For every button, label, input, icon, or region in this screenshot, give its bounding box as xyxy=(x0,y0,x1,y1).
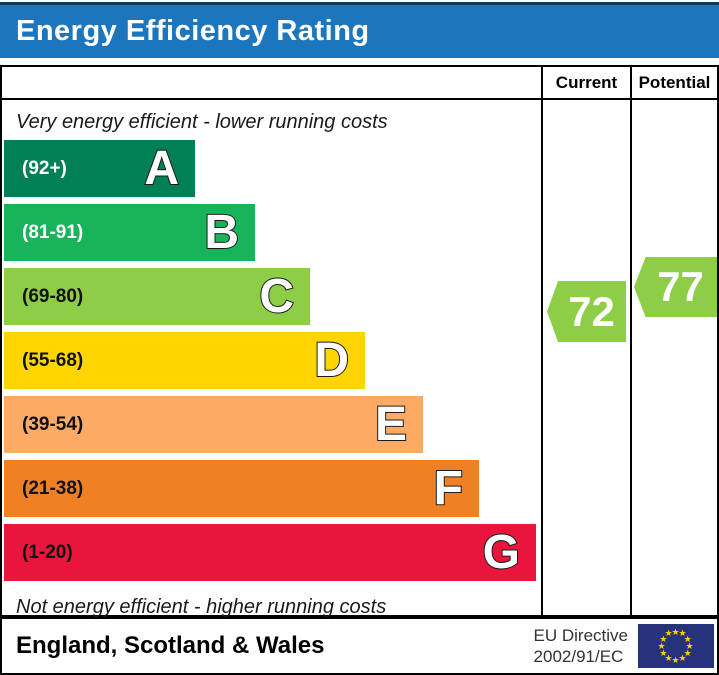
band-row-d: (55-68) D xyxy=(4,332,541,389)
band-row-e: (39-54) E xyxy=(4,396,541,453)
current-column: 72 xyxy=(541,100,630,615)
band-letter: D xyxy=(313,333,350,387)
eu-flag-star: ★ xyxy=(685,640,694,651)
potential-column: 77 xyxy=(630,100,717,615)
band-letter: F xyxy=(433,461,464,515)
bottom-note: Not energy efficient - higher running co… xyxy=(16,596,387,618)
band-range-label: (21-38) xyxy=(22,477,84,499)
eu-flag-star: ★ xyxy=(678,628,687,639)
band-letter: E xyxy=(374,397,408,451)
current-rating-arrow: 72 xyxy=(547,281,626,342)
eu-flag-star: ★ xyxy=(659,633,668,644)
table-header-row: Current Potential xyxy=(2,67,717,100)
bands-column: Very energy efficient - lower running co… xyxy=(2,100,541,618)
band-range-label: (69-80) xyxy=(22,285,84,307)
eu-flag-star: ★ xyxy=(664,652,673,663)
band-row-a: (92+) A xyxy=(4,140,541,197)
band-range-label: (81-91) xyxy=(22,221,84,243)
band-bar-e: (39-54) E xyxy=(4,396,423,453)
band-letter: G xyxy=(482,525,521,579)
band-range-label: (1-20) xyxy=(22,541,73,563)
top-note: Very energy efficient - lower running co… xyxy=(16,111,388,133)
band-letter: C xyxy=(258,269,295,323)
table-body: Very energy efficient - lower running co… xyxy=(2,100,717,618)
band-bar-b: (81-91) B xyxy=(4,204,255,261)
band-row-g: (1-20) G xyxy=(4,524,541,581)
footer-bar: England, Scotland & Wales EU Directive 2… xyxy=(0,617,719,675)
band-range-label: (92+) xyxy=(22,157,67,179)
band-bar-c: (69-80) C xyxy=(4,268,310,325)
band-range-label: (55-68) xyxy=(22,349,84,371)
band-row-b: (81-91) B xyxy=(4,204,541,261)
current-rating-value: 72 xyxy=(568,287,615,335)
eu-flag-icon: ★ ★ ★ ★ ★ ★ ★ ★ ★ ★ ★ ★ xyxy=(638,624,714,668)
eu-flag-star: ★ xyxy=(678,652,687,663)
header-spacer-cell xyxy=(2,67,541,98)
eu-directive-line2: 2002/91/EC xyxy=(533,647,624,666)
band-bar-f: (21-38) F xyxy=(4,460,479,517)
band-range-label: (39-54) xyxy=(22,413,84,435)
eu-flag-star: ★ xyxy=(659,647,668,658)
band-bar-g: (1-20) G xyxy=(4,524,536,581)
eu-flag-star: ★ xyxy=(683,647,692,658)
rating-table: Current Potential Very energy efficient … xyxy=(0,65,719,618)
eu-flag-star: ★ xyxy=(683,633,692,644)
potential-rating-value: 77 xyxy=(657,263,704,310)
potential-rating-arrow: 77 xyxy=(634,257,717,317)
band-letter: A xyxy=(143,141,180,195)
band-letter: B xyxy=(203,205,240,259)
band-bar-d: (55-68) D xyxy=(4,332,365,389)
page-title: Energy Efficiency Rating xyxy=(16,15,370,47)
potential-column-header: Potential xyxy=(630,67,717,98)
eu-flag-star: ★ xyxy=(671,626,680,637)
region-label: England, Scotland & Wales xyxy=(16,632,325,659)
title-bar: Energy Efficiency Rating xyxy=(0,2,719,58)
band-row-c: (69-80) C xyxy=(4,268,541,325)
eu-directive-label: EU Directive 2002/91/EC xyxy=(534,625,628,668)
eu-flag-star: ★ xyxy=(657,640,666,651)
eu-directive-line1: EU Directive xyxy=(533,625,628,645)
eu-flag-star: ★ xyxy=(671,654,680,665)
band-row-f: (21-38) F xyxy=(4,460,541,517)
band-bar-a: (92+) A xyxy=(4,140,195,197)
bands-list: (92+) A (81-91) B (69-80) C (55-68) D (39-54) E (2… xyxy=(2,140,541,581)
current-column-header: Current xyxy=(541,67,630,98)
eu-flag-star: ★ xyxy=(664,628,673,639)
